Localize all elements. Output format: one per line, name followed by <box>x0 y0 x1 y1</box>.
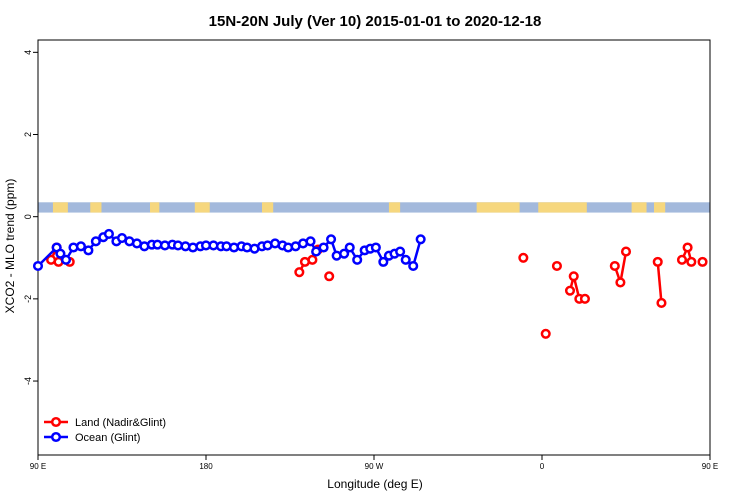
legend-label: Ocean (Glint) <box>75 432 140 444</box>
data-point <box>103 228 114 239</box>
data-point <box>400 254 411 265</box>
y-tick-label: -4 <box>23 377 33 385</box>
data-point <box>697 256 708 267</box>
data-point <box>352 254 363 265</box>
series-line <box>656 261 663 304</box>
data-point <box>609 260 620 272</box>
land-patch <box>150 202 160 213</box>
x-tick-label: 90 E <box>30 462 46 471</box>
data-point <box>652 256 663 267</box>
legend-marker <box>50 416 62 428</box>
land-patch <box>262 202 274 213</box>
series-layer <box>32 228 708 339</box>
ocean-band <box>38 202 710 213</box>
data-point <box>311 246 322 257</box>
data-point <box>326 234 337 245</box>
data-point <box>415 234 426 245</box>
data-point <box>344 242 355 253</box>
y-tick-label: 2 <box>23 132 33 137</box>
data-point <box>518 252 529 263</box>
data-point <box>370 242 381 253</box>
data-point <box>305 236 316 247</box>
data-point <box>32 260 44 272</box>
x-tick-label: 90 E <box>702 462 718 471</box>
data-point <box>378 256 389 267</box>
land-patch <box>654 202 666 213</box>
y-tick-label: 4 <box>23 50 33 55</box>
data-point <box>75 241 86 252</box>
data-point <box>408 260 419 272</box>
data-point <box>395 246 406 257</box>
data-point <box>83 245 94 256</box>
data-point <box>339 248 350 259</box>
series-ocean <box>32 228 426 272</box>
land-mask-band <box>38 202 710 213</box>
y-axis: 4 2 0 -2 -4 <box>23 50 38 385</box>
y-tick-label: 0 <box>23 214 33 219</box>
x-tick-label: 90 W <box>365 462 384 471</box>
legend-label: Land (Nadir&Glint) <box>75 417 166 429</box>
data-point <box>656 297 667 309</box>
data-point <box>324 271 335 282</box>
data-point <box>564 285 576 296</box>
x-tick-label: 180 <box>199 462 213 471</box>
data-point <box>568 271 579 282</box>
data-point <box>682 242 693 253</box>
data-point <box>318 242 329 253</box>
series-land <box>46 242 708 339</box>
land-patch <box>538 202 587 213</box>
data-point <box>307 254 318 265</box>
x-tick-label: 0 <box>540 462 545 471</box>
data-point <box>579 293 590 304</box>
chart-title: 15N-20N July (Ver 10) 2015-01-01 to 2020… <box>209 13 542 30</box>
land-patch <box>52 202 68 213</box>
land-patch <box>90 202 102 213</box>
legend-marker <box>50 431 62 443</box>
data-point <box>60 254 72 265</box>
data-point <box>686 256 697 267</box>
data-point <box>676 254 688 265</box>
y-tick-label: -2 <box>23 295 33 303</box>
data-point <box>615 277 626 288</box>
legend: Land (Nadir&Glint) Ocean (Glint) <box>44 416 166 444</box>
land-patch <box>388 202 401 213</box>
data-point <box>551 260 562 272</box>
x-axis: 90 E 180 90 W 0 90 E <box>30 455 718 471</box>
data-point <box>620 246 632 257</box>
data-point <box>55 248 66 259</box>
data-point <box>294 267 305 278</box>
land-patch <box>631 202 647 213</box>
data-point <box>90 236 101 247</box>
land-patch <box>476 202 520 213</box>
data-point <box>540 328 551 339</box>
land-patch <box>194 202 210 213</box>
y-axis-label: XCO2 - MLO trend (ppm) <box>3 179 17 314</box>
x-axis-label: Longitude (deg E) <box>327 477 422 491</box>
